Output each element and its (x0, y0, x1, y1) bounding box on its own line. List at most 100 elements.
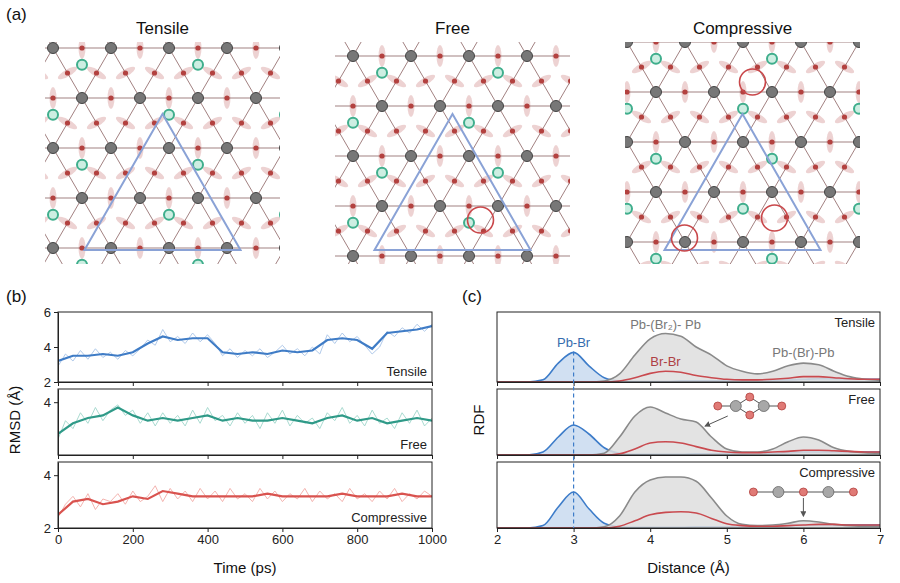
br-smear (472, 72, 495, 89)
pb-atom (48, 243, 59, 254)
bond (411, 106, 440, 156)
br-smear (143, 214, 166, 231)
bond (625, 192, 627, 242)
br-atom (350, 103, 355, 108)
tick: 800 (347, 528, 369, 547)
br-smear (201, 164, 224, 181)
br-atom (253, 245, 258, 250)
br-atom (452, 128, 457, 133)
br-smear (659, 108, 682, 125)
icon-br (799, 488, 807, 496)
br-atom (452, 228, 457, 233)
cs-atom (854, 204, 860, 214)
panel-title: Free (435, 19, 470, 38)
bond (801, 192, 830, 242)
structure-bg (335, 42, 570, 264)
br-smear (746, 108, 769, 125)
br-atom (437, 153, 442, 158)
raw-line (58, 405, 432, 439)
pb-atom (406, 151, 417, 162)
tick (282, 455, 283, 459)
tick-mark (727, 455, 728, 459)
br-smear (437, 145, 444, 167)
bond (527, 206, 556, 256)
tick-label: 0 (55, 532, 62, 547)
pb-atom (825, 87, 836, 98)
tick-label: 400 (197, 532, 219, 547)
br-atom (108, 95, 113, 100)
rdf-line (497, 334, 880, 382)
pb-atom (348, 251, 359, 262)
br-smear (385, 72, 408, 89)
bond (772, 92, 801, 142)
bond (440, 106, 469, 156)
br-smear (688, 58, 711, 75)
bond (227, 148, 256, 198)
bond (382, 106, 411, 156)
axis-title: Time (ps) (214, 559, 277, 576)
br-smear (379, 45, 386, 67)
bond (353, 156, 382, 206)
br-atom (239, 70, 244, 75)
br-atom (510, 178, 515, 183)
br-smear (630, 58, 653, 75)
bond (335, 106, 382, 107)
pb-atom (854, 237, 861, 248)
tick-mark (54, 312, 58, 313)
bond (382, 56, 411, 106)
pb-atom (348, 51, 359, 62)
pb-atom (767, 87, 778, 98)
br-smear (775, 108, 798, 125)
bond (772, 42, 801, 92)
br-smear (559, 222, 570, 239)
br-atom (784, 64, 789, 69)
cs-atom (193, 260, 203, 264)
cs-atom (651, 54, 661, 64)
bond (53, 48, 82, 98)
br-smear (259, 114, 280, 131)
br-atom (842, 164, 847, 169)
br-atom (697, 164, 702, 169)
br-atom (481, 178, 486, 183)
br-smear (553, 145, 560, 167)
bond (527, 256, 570, 257)
br-atom (210, 170, 215, 175)
tick: 4 (44, 395, 58, 410)
br-atom (510, 228, 515, 233)
bond (714, 92, 743, 142)
br-smear (259, 164, 280, 181)
bond (198, 48, 227, 98)
bond (198, 198, 227, 248)
bond (830, 92, 859, 142)
br-smear (530, 222, 553, 239)
bond (256, 248, 280, 264)
br-smear (630, 108, 653, 125)
tick-mark (58, 455, 59, 459)
cs-atom (738, 104, 748, 114)
br-atom (268, 70, 273, 75)
pb-atom (164, 43, 175, 54)
br-atom (726, 214, 731, 219)
bond (556, 256, 570, 264)
axis-line (498, 382, 881, 383)
br-smear (653, 131, 660, 153)
br-atom (827, 239, 832, 244)
axis-line (59, 528, 433, 529)
bond (227, 198, 256, 248)
br-smear (530, 172, 553, 189)
pb-atom (106, 43, 117, 54)
bond (801, 92, 830, 142)
bond (335, 106, 353, 156)
pb-atom (854, 42, 861, 48)
highlight-ring (468, 207, 494, 233)
tick-mark (208, 382, 209, 386)
bond (830, 192, 859, 242)
axis (59, 455, 433, 459)
tick: 5 (724, 528, 731, 547)
bond (627, 192, 656, 242)
tick-mark (803, 382, 804, 386)
tick-mark (727, 382, 728, 386)
bond (111, 98, 140, 148)
pb-atom (522, 151, 533, 162)
tick-label: 4 (44, 395, 51, 410)
